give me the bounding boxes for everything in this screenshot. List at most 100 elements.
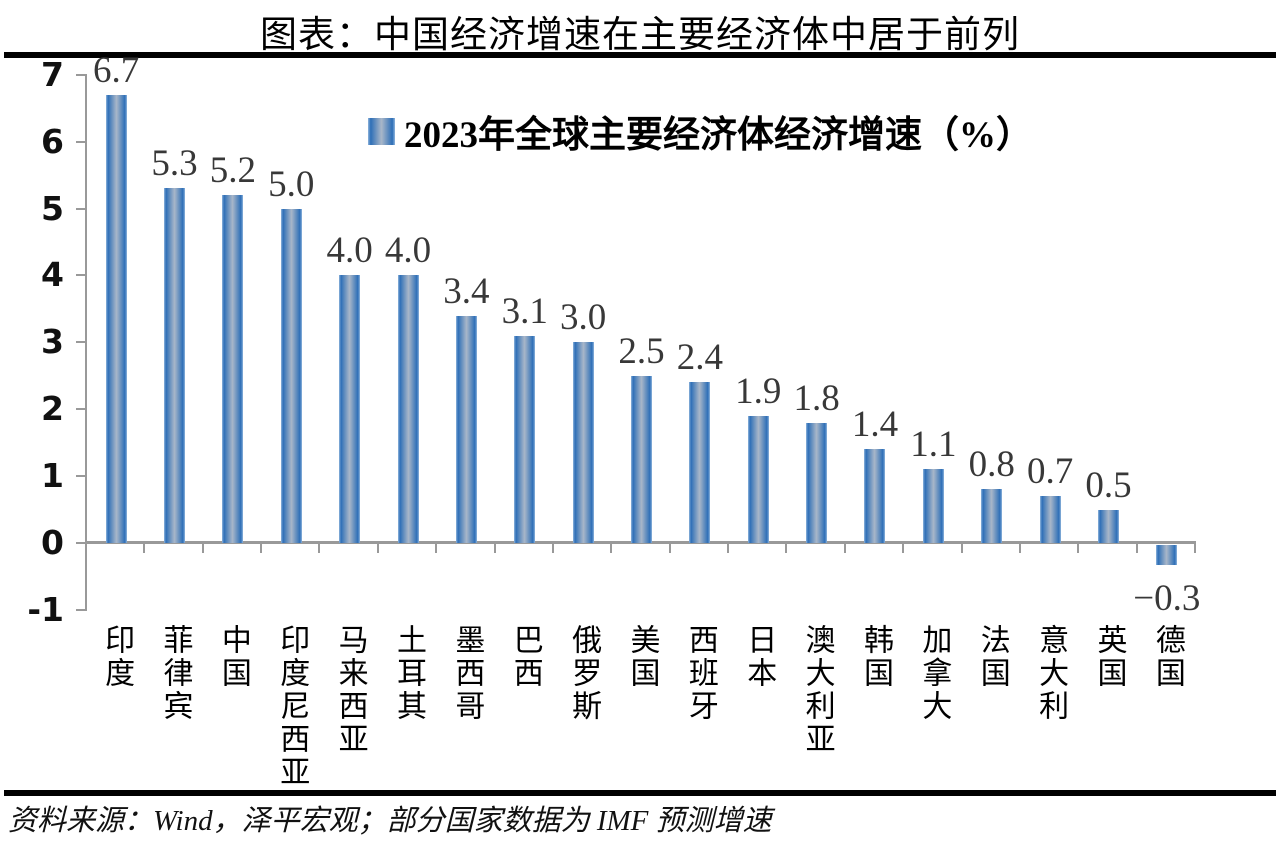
bottom-divider [4, 790, 1276, 796]
x-category-label: 印度 [100, 624, 134, 690]
bar-value-label: 3.4 [443, 270, 490, 312]
bar [339, 275, 361, 543]
x-axis-tick [668, 544, 671, 553]
x-axis-tick [727, 544, 730, 553]
y-axis-tick [76, 475, 85, 478]
bar-value-label: 2.4 [676, 337, 723, 379]
bar [1039, 496, 1061, 543]
x-category-label: 马来西亚 [333, 624, 367, 756]
x-axis-tick [551, 544, 554, 553]
x-axis-tick [1077, 544, 1080, 553]
x-category-label: 英国 [1092, 624, 1126, 690]
bar [455, 315, 477, 543]
y-axis-tick [76, 542, 85, 544]
x-category-label: 美国 [625, 624, 659, 690]
bar [105, 94, 127, 543]
x-category-label: 印度尼西亚 [275, 624, 309, 789]
y-axis-tick-label: -1 [27, 589, 64, 629]
x-axis-tick [201, 544, 204, 553]
bar [397, 275, 419, 543]
bar-value-label: 1.8 [793, 377, 840, 419]
y-axis-tick-label: 6 [41, 121, 64, 161]
bar-value-label: 3.1 [501, 290, 548, 332]
x-category-label: 菲律宾 [158, 624, 192, 723]
bar-value-label: 6.7 [93, 49, 140, 91]
chart-legend: 2023年全球主要经济体经济增速（%） [368, 104, 1033, 158]
bar [164, 188, 186, 543]
y-axis-tick [76, 341, 85, 344]
bar [981, 489, 1003, 543]
bar-value-label: 1.1 [910, 424, 957, 466]
bar-value-label: 5.3 [151, 143, 198, 185]
y-axis-tick [76, 73, 85, 76]
bar [747, 415, 769, 543]
bar-value-label: 0.5 [1085, 464, 1132, 506]
y-axis-tick-label: 1 [41, 456, 64, 496]
bar [806, 422, 828, 543]
source-note: 资料来源：Wind，泽平宏观；部分国家数据为 IMF 预测增速 [8, 805, 772, 837]
y-axis-tick [76, 408, 85, 411]
x-axis-tick [318, 544, 321, 553]
bar [572, 342, 594, 543]
x-category-label: 土耳其 [392, 624, 426, 723]
x-axis-tick [1018, 544, 1021, 553]
bar-value-label: 1.9 [735, 370, 782, 412]
x-category-label: 加拿大 [917, 624, 951, 723]
x-axis-tick [143, 544, 146, 553]
x-category-label: 澳大利亚 [800, 624, 834, 756]
x-category-label: 西班牙 [683, 624, 717, 723]
bar [514, 335, 536, 543]
x-category-label: 日本 [742, 624, 776, 690]
y-axis-tick [76, 140, 85, 143]
x-axis-tick [376, 544, 379, 553]
x-category-label: 韩国 [858, 624, 892, 690]
bar [864, 449, 886, 543]
bar [222, 195, 244, 543]
y-axis-tick-label: 3 [41, 322, 64, 362]
bar-value-label: 0.7 [1026, 451, 1074, 493]
x-axis-tick [843, 544, 846, 553]
legend-label: 2023年全球主要经济体经济增速（%） [404, 115, 1033, 156]
bar-value-label: 3.0 [560, 297, 607, 339]
x-axis-tick [435, 544, 438, 553]
bar-value-label: 5.0 [268, 163, 315, 205]
y-axis-tick-label: 2 [41, 389, 64, 429]
x-category-label: 德国 [1150, 624, 1184, 690]
bar-value-label: 1.4 [851, 404, 899, 446]
x-axis-tick [785, 544, 788, 553]
y-axis-line [85, 74, 87, 611]
bar-value-label: 2.5 [618, 330, 665, 372]
x-axis-tick [260, 544, 263, 553]
x-axis-tick [1194, 544, 1196, 553]
x-category-label: 意大利 [1034, 624, 1068, 723]
bar [922, 469, 944, 543]
x-category-label: 法国 [975, 624, 1009, 690]
bar [280, 208, 302, 543]
bar-value-label: 0.8 [968, 444, 1015, 486]
x-axis-tick [493, 544, 496, 553]
y-axis-tick-label: 0 [41, 523, 64, 562]
bar [1097, 509, 1119, 543]
x-category-label: 巴西 [508, 624, 542, 690]
y-axis-tick-label: 5 [41, 188, 64, 228]
legend-swatch-icon [368, 117, 395, 145]
y-axis-tick-label: 4 [41, 255, 64, 295]
x-axis-tick [610, 544, 613, 553]
bar [689, 382, 711, 543]
x-category-label: 中国 [216, 624, 250, 690]
x-axis-tick [960, 544, 963, 553]
bar [631, 375, 652, 543]
x-axis-tick [1135, 544, 1138, 553]
bar-value-label: 4.0 [384, 230, 432, 272]
x-category-label: 墨西哥 [450, 624, 484, 723]
bar-value-label: 5.2 [209, 150, 257, 192]
y-axis-tick [76, 608, 85, 611]
y-axis-tick [76, 207, 85, 210]
x-axis-tick [902, 544, 905, 553]
top-divider [4, 52, 1276, 58]
bar-value-label: 4.0 [326, 230, 373, 272]
chart-title: 图表：中国经济增速在主要经济体中居于前列 [260, 15, 1020, 56]
y-axis-tick [76, 274, 85, 277]
bar [1156, 545, 1178, 566]
